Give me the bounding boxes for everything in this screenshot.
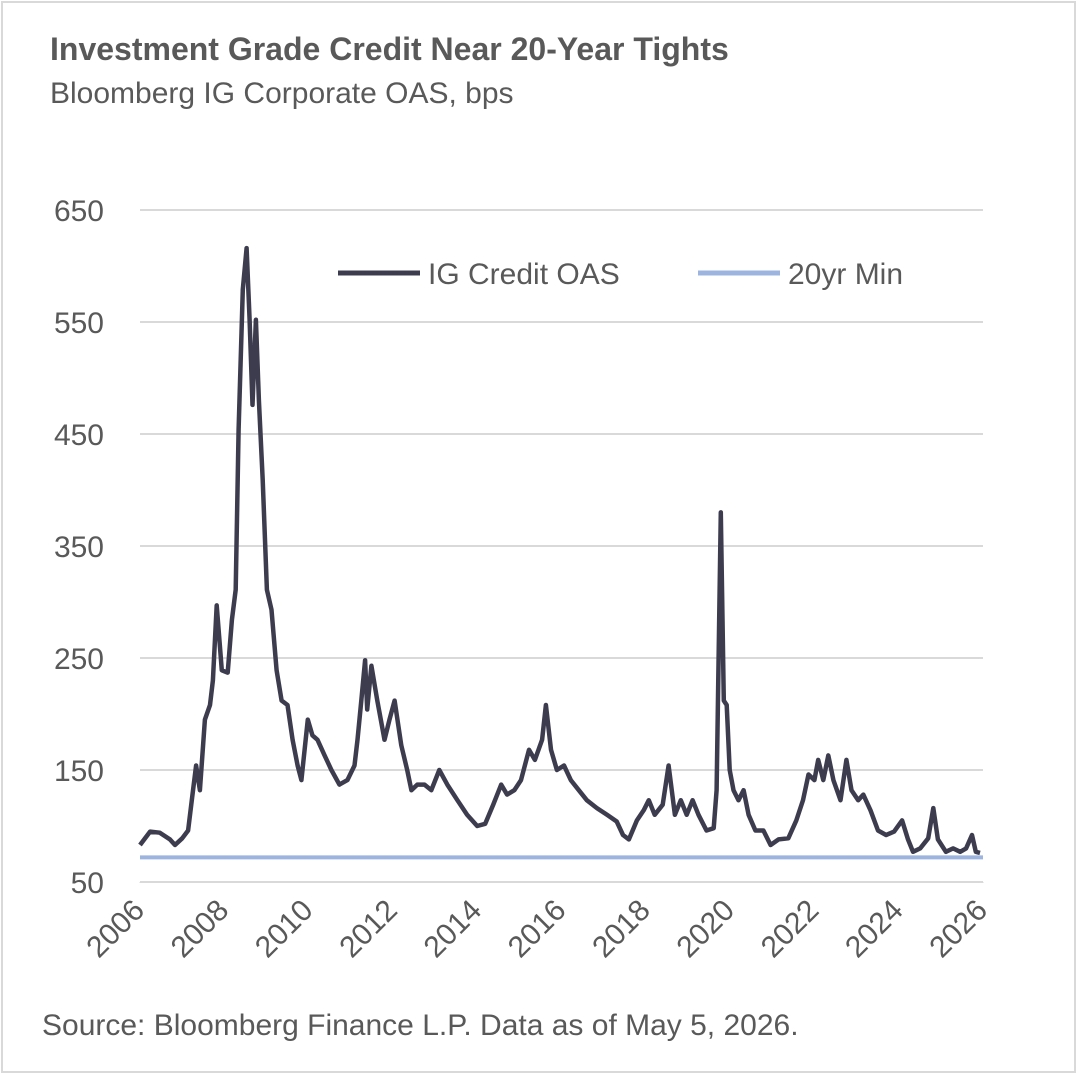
y-tick-label: 150 — [54, 755, 104, 788]
y-tick-label: 650 — [54, 195, 104, 228]
legend-label: IG Credit OAS — [428, 258, 620, 291]
chart-title: Investment Grade Credit Near 20-Year Tig… — [50, 31, 729, 67]
y-tick-label: 250 — [54, 643, 104, 676]
y-tick-label: 550 — [54, 307, 104, 340]
chart-subtitle: Bloomberg IG Corporate OAS, bps — [50, 77, 514, 110]
source-note: Source: Bloomberg Finance L.P. Data as o… — [42, 1009, 799, 1042]
y-tick-label: 350 — [54, 531, 104, 564]
series-line — [138, 245, 981, 856]
y-tick-label: 50 — [71, 867, 104, 900]
legend-label: 20yr Min — [788, 258, 903, 291]
y-tick-label: 450 — [54, 419, 104, 452]
